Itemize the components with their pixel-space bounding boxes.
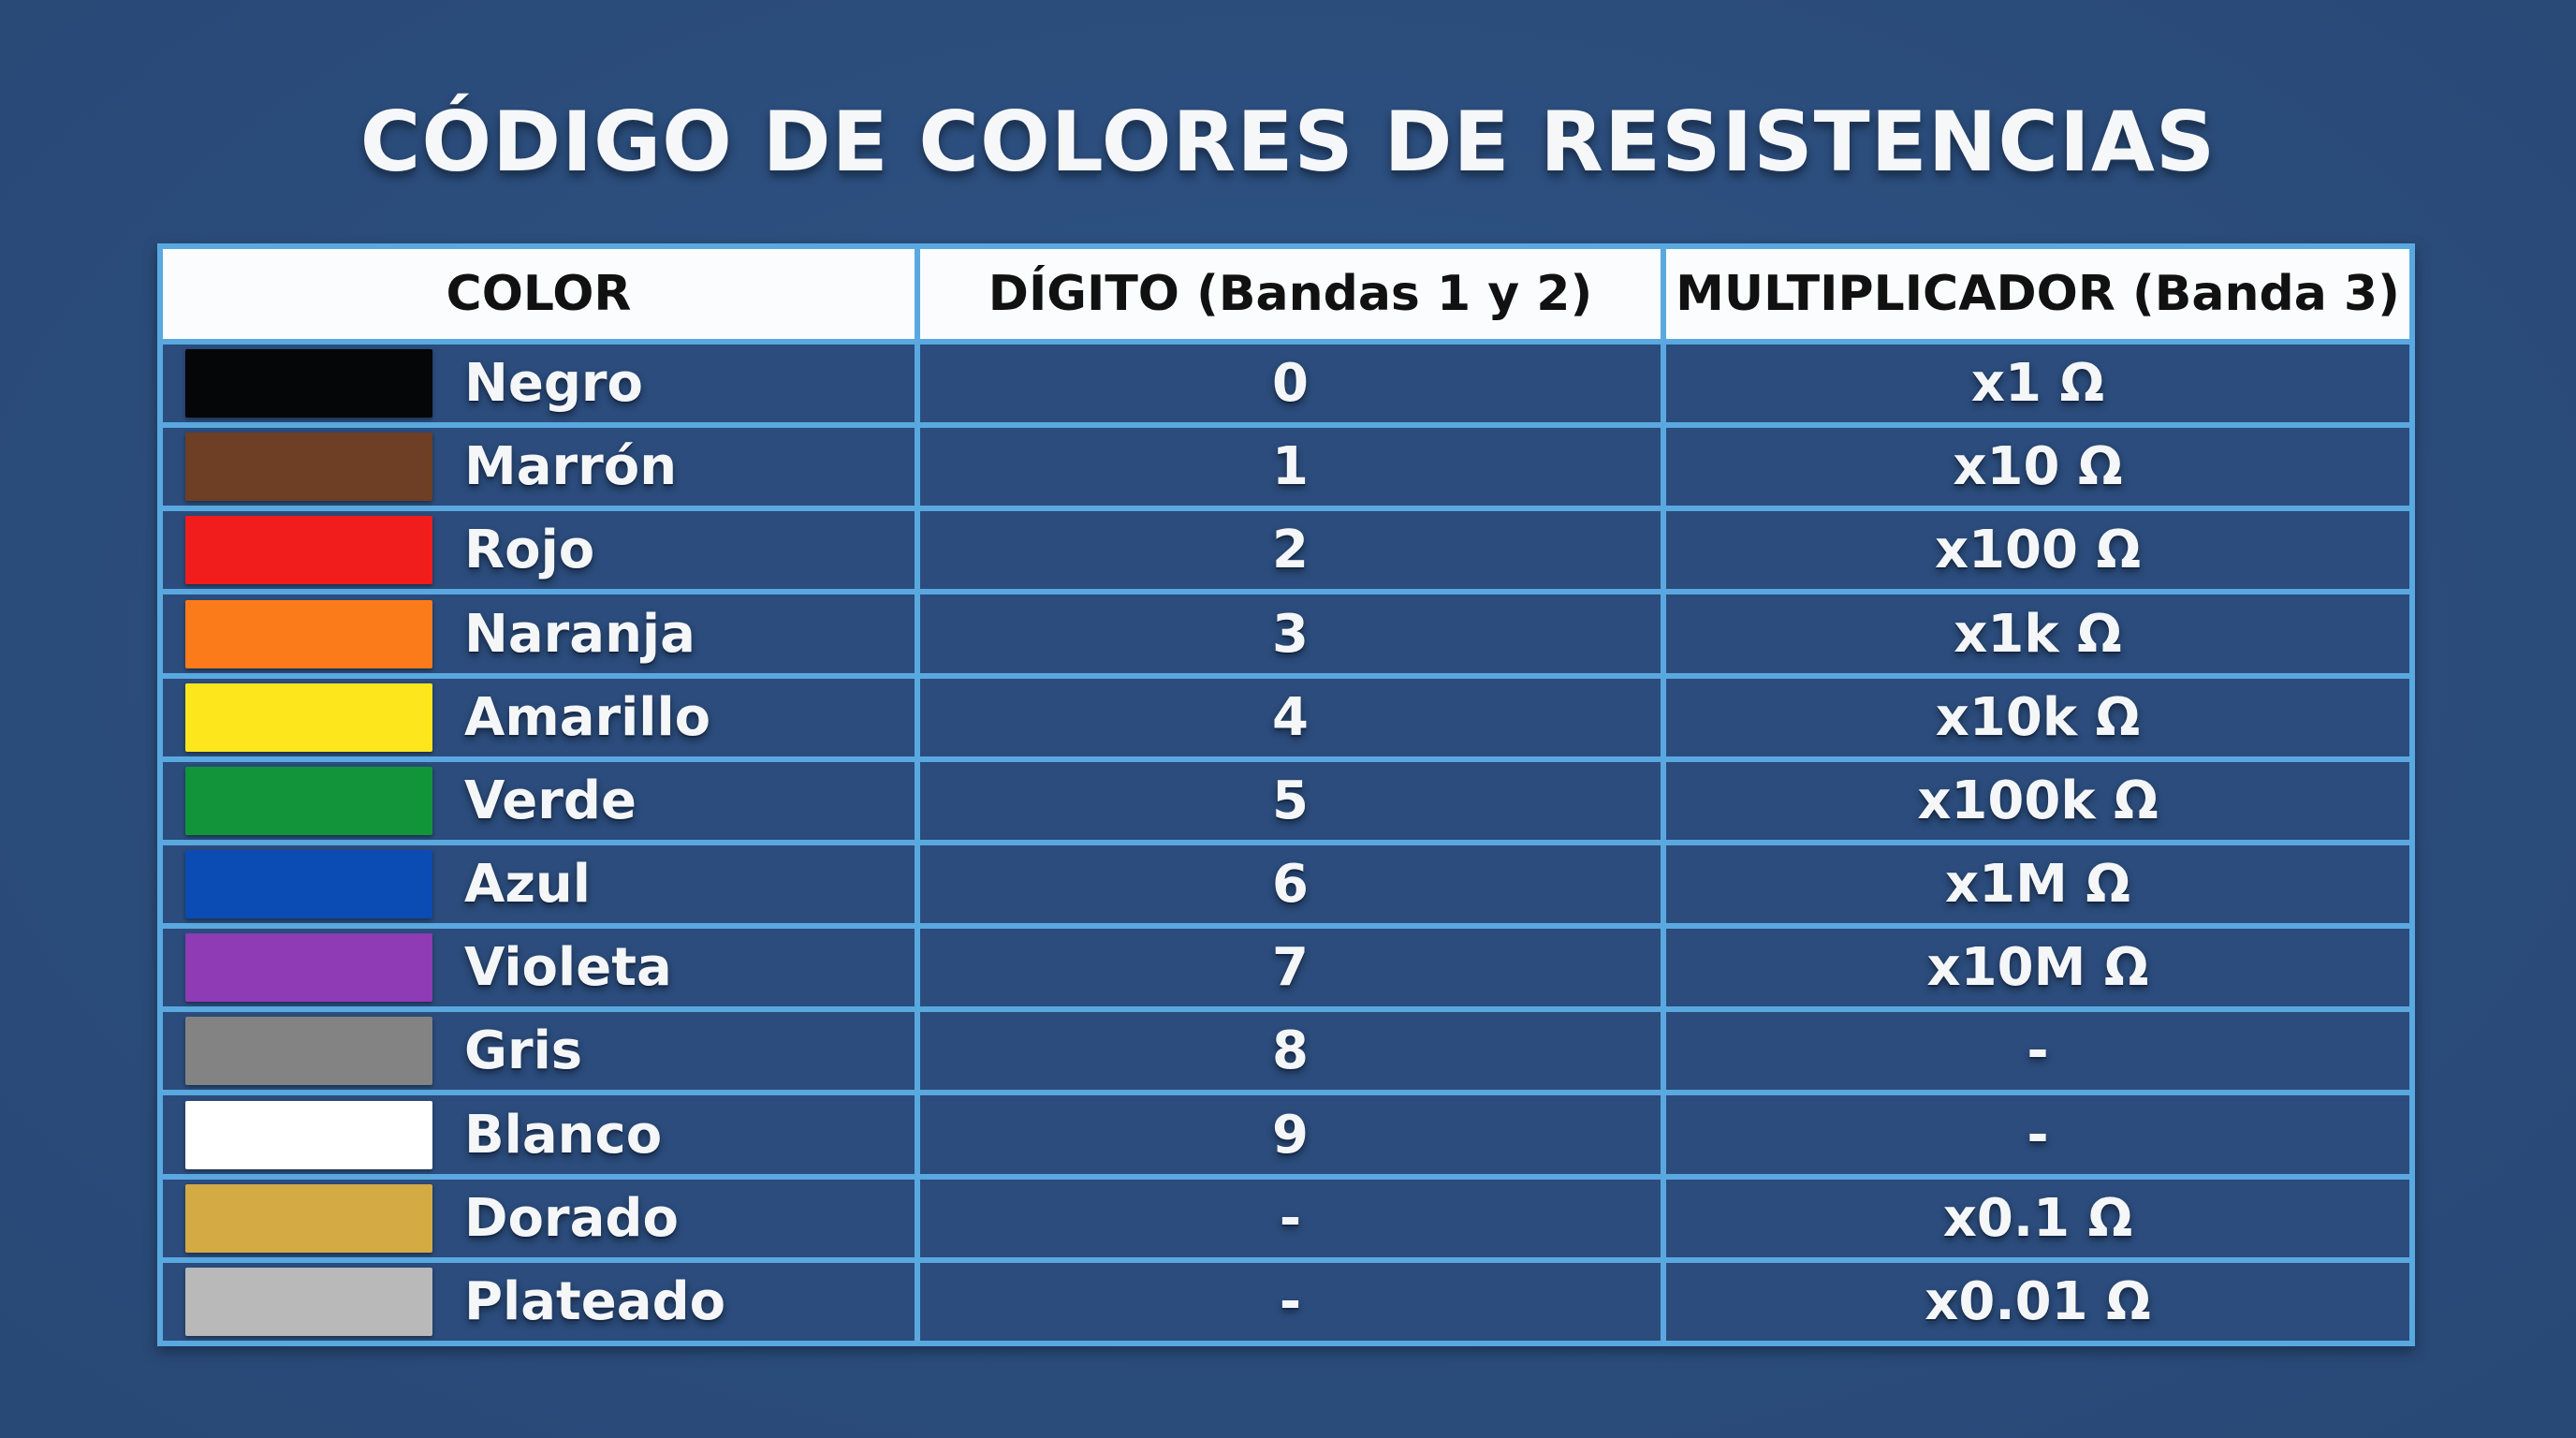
color-swatch xyxy=(185,766,432,835)
color-name: Azul xyxy=(464,854,591,916)
header-color: COLOR xyxy=(163,249,915,339)
digit-cell: 6 xyxy=(920,844,1661,924)
table-row-color-cell: Amarillo xyxy=(163,678,915,756)
header-digit: DÍGITO (Bandas 1 y 2) xyxy=(920,249,1661,339)
color-swatch xyxy=(185,1267,432,1336)
color-name: Rojo xyxy=(464,520,595,581)
color-name: Marrón xyxy=(464,436,678,498)
digit-cell: 7 xyxy=(920,929,1661,1007)
color-name: Plateado xyxy=(464,1270,726,1332)
multiplier-cell: x0.01 Ω xyxy=(1666,1262,2409,1341)
table-row-color-cell: Verde xyxy=(163,761,915,840)
multiplier-cell: x1M Ω xyxy=(1666,844,2409,924)
digit-cell: 5 xyxy=(920,761,1661,840)
color-swatch xyxy=(185,349,432,418)
color-name: Dorado xyxy=(464,1187,679,1249)
table-row-color-cell: Plateado xyxy=(163,1262,915,1341)
table-row-color-cell: Gris xyxy=(163,1012,915,1091)
digit-cell: 8 xyxy=(920,1012,1661,1091)
color-name: Naranja xyxy=(464,603,695,665)
multiplier-cell: x100k Ω xyxy=(1666,761,2409,840)
multiplier-cell: - xyxy=(1666,1012,2409,1091)
digit-cell: 4 xyxy=(920,678,1661,756)
digit-cell: 0 xyxy=(920,345,1661,423)
color-swatch xyxy=(185,1183,432,1253)
digit-cell: 2 xyxy=(920,511,1661,590)
digit-cell: 9 xyxy=(920,1095,1661,1174)
multiplier-cell: - xyxy=(1666,1095,2409,1174)
digit-cell: - xyxy=(920,1262,1661,1341)
table-row-color-cell: Naranja xyxy=(163,594,915,673)
multiplier-cell: x1k Ω xyxy=(1666,594,2409,673)
table-row-color-cell: Negro xyxy=(163,345,915,423)
table-row-color-cell: Violeta xyxy=(163,929,915,1007)
resistor-color-code-table: COLOR DÍGITO (Bandas 1 y 2) MULTIPLICADO… xyxy=(157,243,2415,1346)
color-swatch xyxy=(185,682,432,752)
multiplier-cell: x10 Ω xyxy=(1666,428,2409,506)
color-name: Violeta xyxy=(464,937,672,999)
color-swatch xyxy=(185,433,432,502)
multiplier-cell: x10k Ω xyxy=(1666,678,2409,756)
color-name: Amarillo xyxy=(464,686,711,748)
color-swatch xyxy=(185,1100,432,1169)
multiplier-cell: x100 Ω xyxy=(1666,511,2409,590)
table-row-color-cell: Marrón xyxy=(163,428,915,506)
digit-cell: 1 xyxy=(920,428,1661,506)
table-row-color-cell: Dorado xyxy=(163,1179,915,1257)
multiplier-cell: x1 Ω xyxy=(1666,345,2409,423)
table-row-color-cell: Azul xyxy=(163,844,915,924)
multiplier-cell: x0.1 Ω xyxy=(1666,1179,2409,1257)
color-swatch xyxy=(185,850,432,919)
table-row-color-cell: Blanco xyxy=(163,1095,915,1174)
color-name: Negro xyxy=(464,353,644,415)
color-swatch xyxy=(185,516,432,585)
color-swatch xyxy=(185,599,432,668)
header-multiplier: MULTIPLICADOR (Banda 3) xyxy=(1666,249,2409,339)
color-name: Blanco xyxy=(464,1104,663,1166)
multiplier-cell: x10M Ω xyxy=(1666,929,2409,1007)
color-swatch xyxy=(185,1017,432,1086)
digit-cell: 3 xyxy=(920,594,1661,673)
color-name: Gris xyxy=(464,1020,583,1082)
table-row-color-cell: Rojo xyxy=(163,511,915,590)
color-swatch xyxy=(185,933,432,1003)
page-title: CÓDIGO DE COLORES DE RESISTENCIAS xyxy=(359,94,2217,190)
color-name: Verde xyxy=(464,770,637,831)
digit-cell: - xyxy=(920,1179,1661,1257)
